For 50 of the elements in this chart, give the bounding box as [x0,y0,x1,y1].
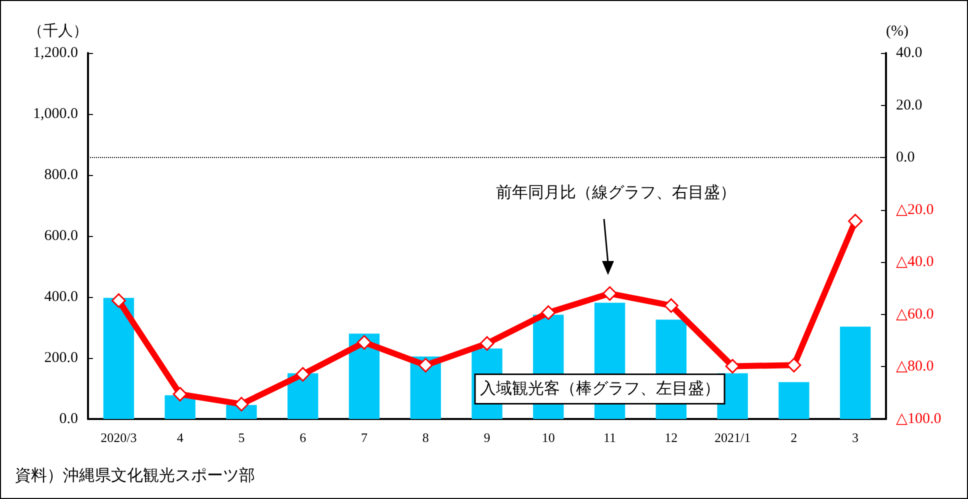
y-tick-label: 800.0 [44,167,78,183]
point [296,367,310,382]
point [602,286,618,301]
point [418,358,433,372]
x-tick-label: 7 [360,430,368,445]
x-tick-label: 11 [604,430,616,445]
bar [778,382,810,419]
y-tick-label: 200.0 [44,350,78,366]
y2-tick-label: △60.0 [896,306,934,322]
y2-tick-label: 0.0 [896,150,915,166]
bar [840,326,871,419]
x-tick-label: 4 [176,430,184,445]
x-tick-label: 5 [238,430,245,445]
point [541,305,556,320]
x-tick-label: 10 [542,430,555,445]
point [356,335,372,350]
point [664,298,678,313]
y2-tick-label: △20.0 [896,202,934,218]
y-axis-title: （千人） [28,22,88,40]
x-tick-label: 2 [790,430,798,445]
point [480,336,494,351]
x-tick-label: 2020/3 [100,430,137,445]
bar [103,298,134,419]
point [725,358,740,374]
point [172,386,188,402]
y-tick-label: 600.0 [44,228,78,244]
series-label: 入域観光客（棒グラフ、左目盛） [480,380,720,398]
x-tick-label: 8 [422,430,429,445]
y-tick-label: 0.0 [59,411,78,427]
point [786,358,802,372]
y2-tick-label: 40.0 [896,45,922,61]
annotation: 前年同月比（線グラフ、右目盛） [496,184,736,202]
x-tick-label: 2021/1 [714,430,751,445]
y2-tick-label: △40.0 [896,254,934,270]
y-tick-label: 400.0 [44,289,78,305]
y-tick-label: 1,200.0 [33,45,78,61]
y2-tick-label: △80.0 [896,358,934,375]
bar [348,334,380,419]
y2-axis-title: (%) [886,24,908,40]
point [848,214,863,228]
y2-tick-label: △100.0 [896,411,942,427]
x-tick-label: 9 [484,430,490,445]
point [111,293,126,308]
x-tick-label: 6 [300,430,307,445]
x-tick-label: 3 [852,430,859,445]
y2-tick-label: 20.0 [896,97,922,114]
y-tick-label: 1,000.0 [33,106,78,122]
text: 資料）沖縄県文化観光スポーツ部 [15,466,255,484]
x-tick-label: 12 [664,430,678,445]
point [234,396,249,412]
